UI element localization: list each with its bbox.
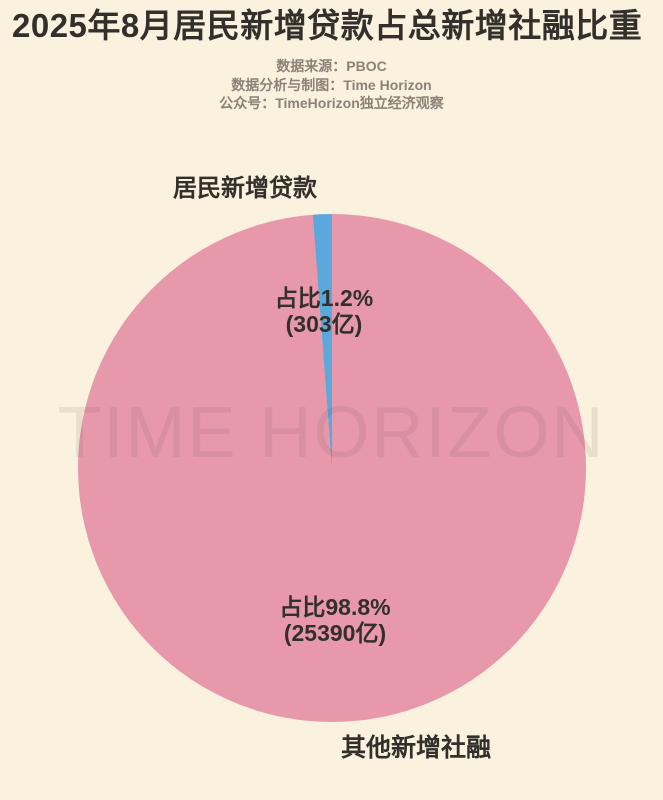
- subtitle-author: 数据分析与制图：Time Horizon: [231, 76, 432, 93]
- pie-chart: [78, 214, 586, 722]
- blue-slice-value-block: 占比1.2% (303亿): [204, 285, 444, 337]
- pink-slice-percent: 占比98.8%: [279, 594, 391, 620]
- subtitle-wechat-account: 公众号：TimeHorizon独立经济观察: [219, 95, 444, 111]
- pink-slice-value-block: 占比98.8% (25390亿): [215, 594, 455, 646]
- blue-slice-amount: (303亿): [285, 311, 363, 337]
- pink-slice-name-label: 其他新增社融: [341, 734, 492, 762]
- page-title: 2025年8月居民新增贷款占总新增社融比重: [12, 7, 643, 44]
- subtitle-block: 数据来源：PBOC 数据分析与制图：Time Horizon 公众号：TimeH…: [0, 57, 663, 113]
- blue-slice-percent: 占比1.2%: [274, 285, 374, 311]
- blue-slice-name-label: 居民新增贷款: [173, 175, 317, 202]
- pink-slice-amount: (25390亿): [283, 620, 387, 646]
- subtitle-data-source: 数据来源：PBOC: [276, 58, 387, 74]
